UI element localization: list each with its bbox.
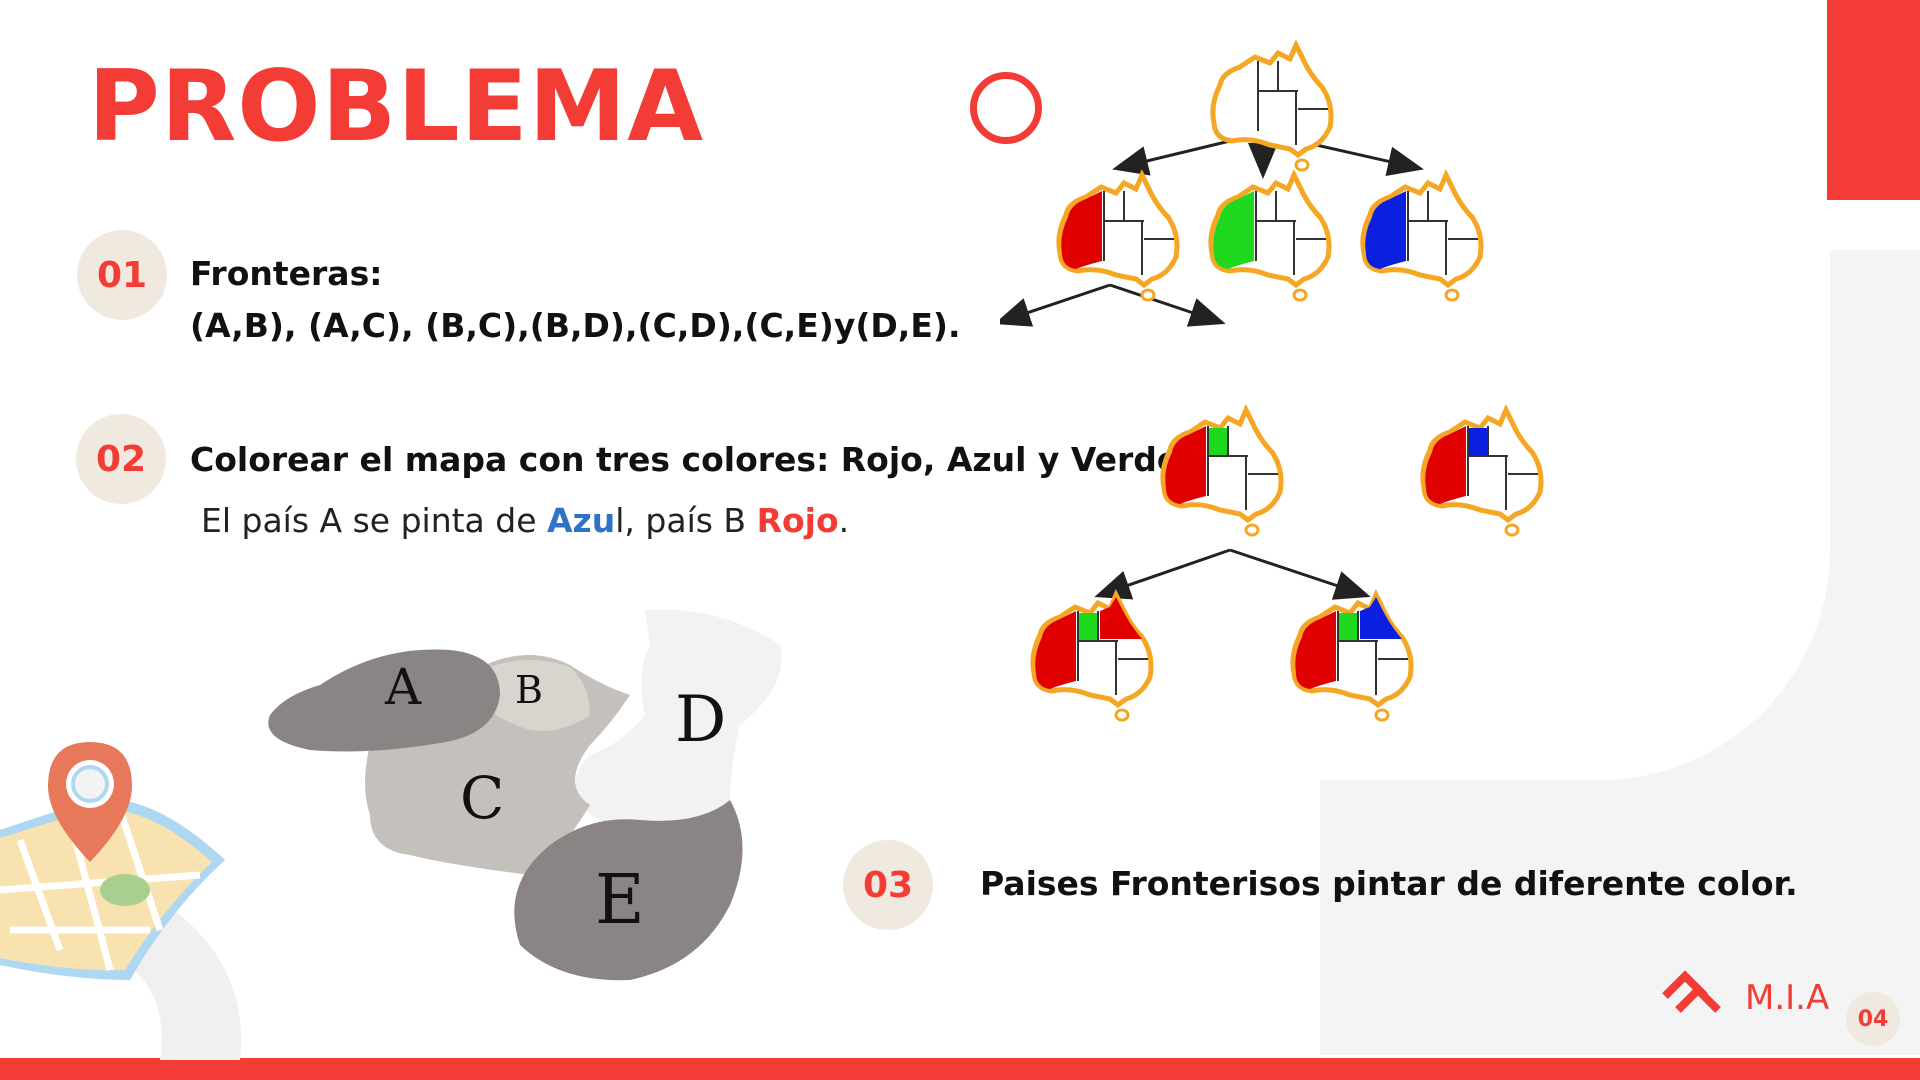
coloring-tree-lower bbox=[1020, 400, 1620, 750]
edge-red-redgreen bbox=[1000, 283, 1111, 327]
detail-blue: Azu bbox=[547, 501, 616, 540]
map-park bbox=[100, 874, 150, 906]
coloring-tree bbox=[1000, 40, 1830, 327]
region-a-shape bbox=[268, 649, 500, 752]
region-b-shape bbox=[485, 660, 590, 731]
tree-node-red-green bbox=[1163, 410, 1281, 535]
item-03-heading: Paises Fronterisos pintar de diferente c… bbox=[980, 864, 1798, 903]
region-e-label: E bbox=[595, 861, 645, 940]
tree-node-red-green-red bbox=[1033, 595, 1151, 720]
detail-red: Rojo bbox=[756, 501, 839, 540]
item-02-heading: Colorear el mapa con tres colores: Rojo,… bbox=[190, 440, 1192, 479]
page-number: 04 bbox=[1846, 992, 1900, 1046]
item-01-detail: (A,B), (A,C), (B,C),(B,D),(C,D),(C,E)y(D… bbox=[190, 306, 961, 345]
tree-node-red-green-blue bbox=[1293, 595, 1411, 720]
region-b-label: B bbox=[515, 668, 543, 712]
item-number-03: 03 bbox=[843, 840, 933, 930]
page-title: PROBLEMA bbox=[88, 50, 705, 164]
item-number-01: 01 bbox=[77, 230, 167, 320]
tree-node-blue bbox=[1363, 175, 1481, 300]
edge-red-redblue bbox=[1109, 283, 1226, 327]
mia-logo-icon bbox=[1662, 970, 1721, 1013]
tree-node-green bbox=[1211, 175, 1329, 300]
map-pin-illustration bbox=[0, 742, 241, 1060]
tree-node-red bbox=[1059, 175, 1177, 300]
region-c-label: C bbox=[460, 764, 504, 832]
accent-bar-bottom bbox=[0, 1058, 1920, 1080]
brand-name: M.I.A bbox=[1745, 978, 1830, 1018]
region-d-label: D bbox=[675, 683, 726, 757]
decorative-ring bbox=[970, 72, 1042, 144]
accent-bar-top-right bbox=[1827, 0, 1920, 200]
detail-suffix: . bbox=[838, 501, 850, 540]
item-02-detail: El país A se pinta de Azul, país B Rojo. bbox=[201, 501, 849, 540]
item-01-heading: Fronteras: bbox=[190, 254, 383, 293]
tree-node-red-blue bbox=[1423, 410, 1541, 535]
edge-redgreen-red bbox=[1094, 548, 1231, 600]
region-a-label: A bbox=[384, 658, 422, 716]
map-streets bbox=[0, 808, 201, 971]
detail-prefix: El país A se pinta de bbox=[201, 501, 548, 540]
item-number-02: 02 bbox=[76, 414, 166, 504]
region-e-shape bbox=[514, 800, 743, 981]
pin-inner bbox=[71, 765, 109, 803]
edge-redgreen-blue bbox=[1229, 548, 1371, 600]
tree-node-root bbox=[1213, 45, 1331, 170]
detail-mid: l, país B bbox=[615, 501, 757, 540]
regions-map: A B C D E bbox=[268, 609, 782, 981]
region-d-shape bbox=[575, 609, 782, 832]
